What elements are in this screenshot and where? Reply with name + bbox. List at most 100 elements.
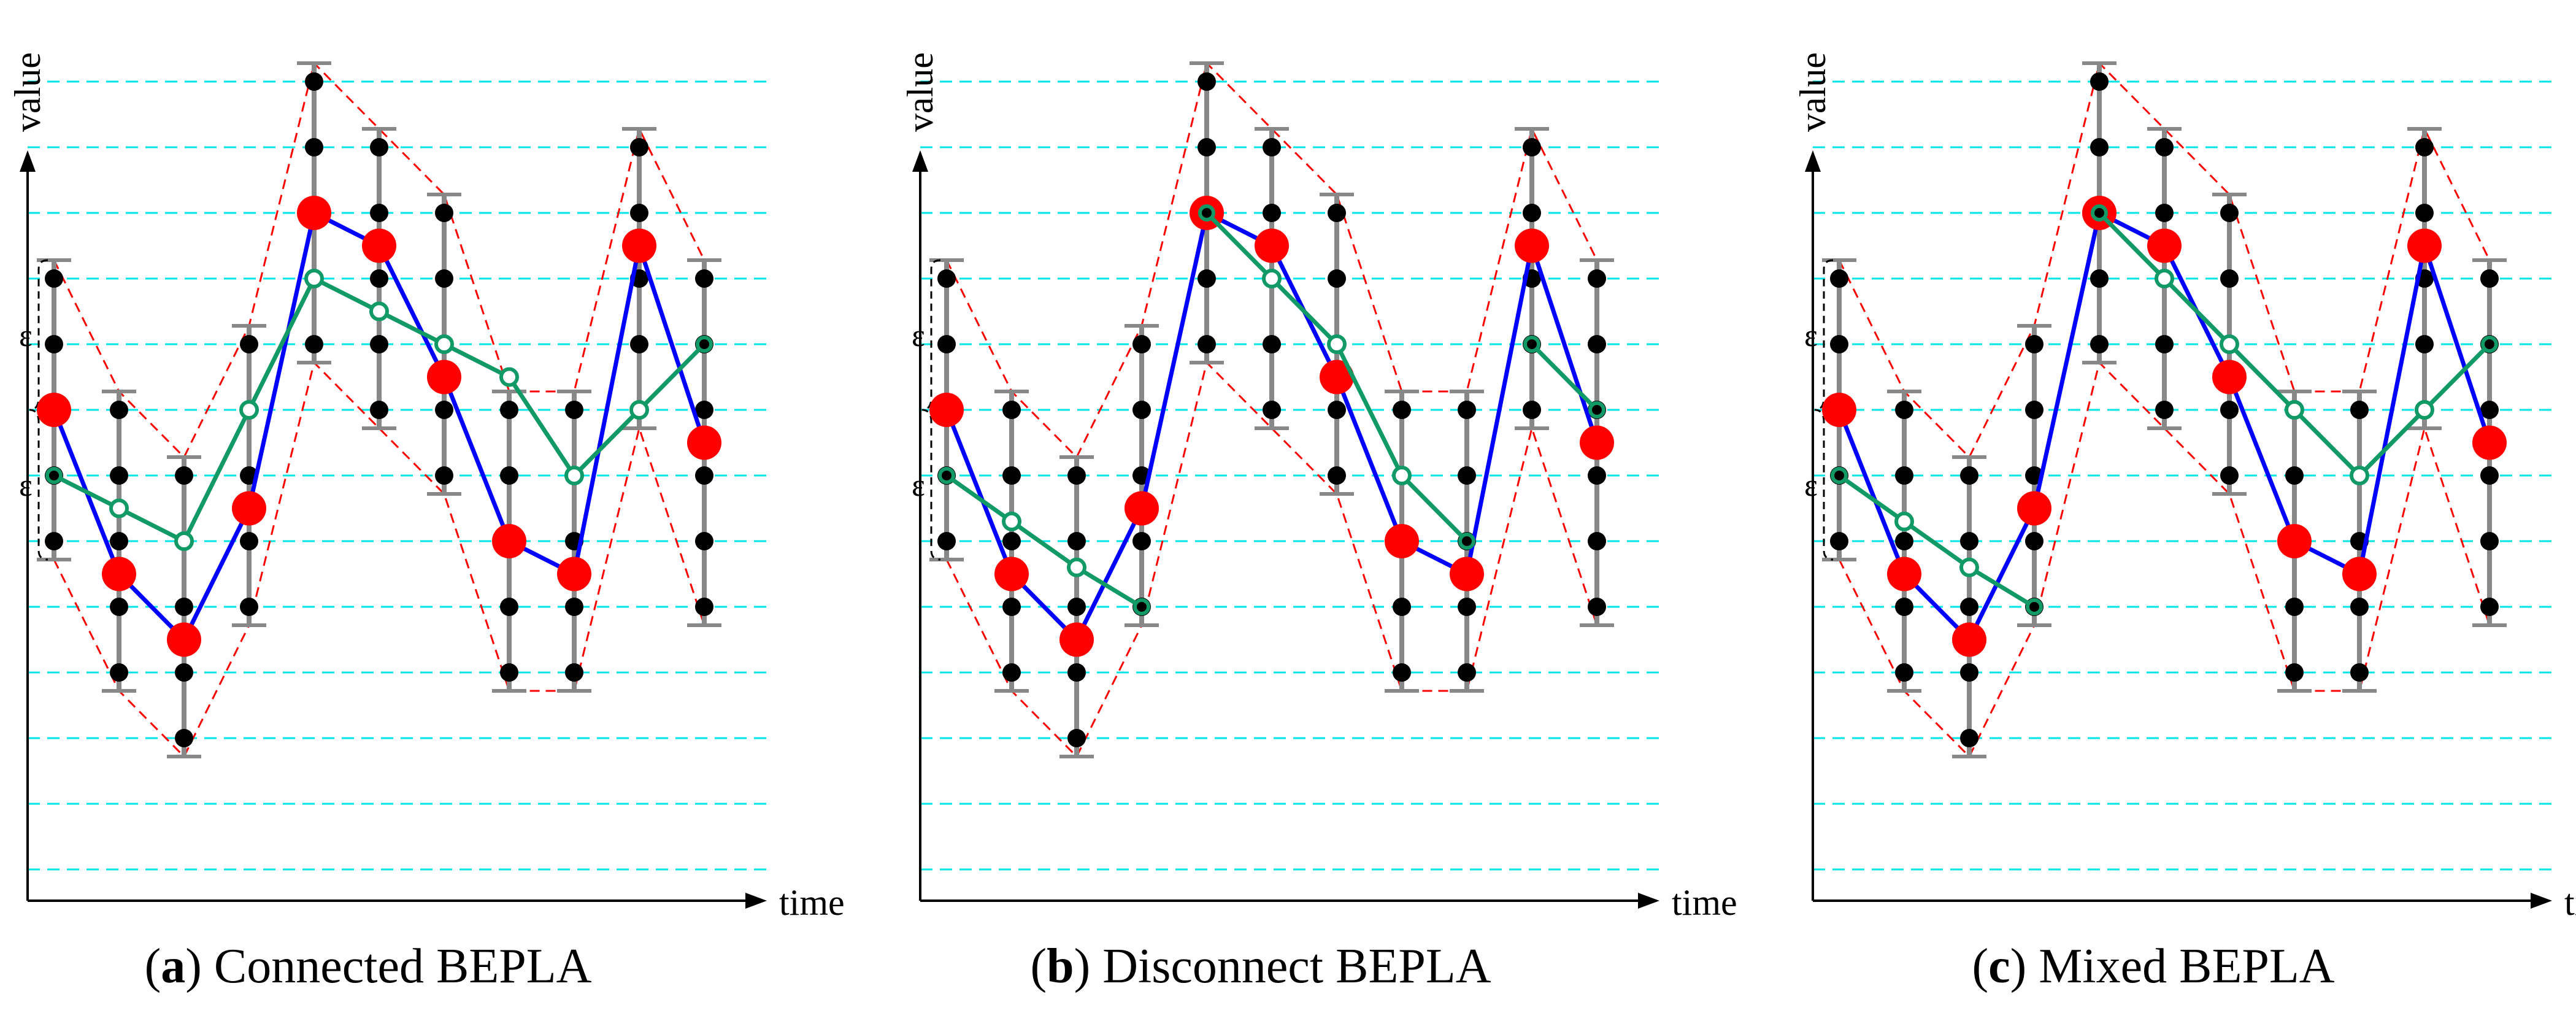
candidate-point	[110, 466, 128, 485]
candidate-point	[1588, 335, 1606, 353]
candidate-point	[2155, 335, 2174, 353]
approximation-point	[1392, 466, 1412, 485]
candidate-point	[500, 401, 518, 419]
candidate-point	[500, 466, 518, 485]
candidate-point	[305, 138, 323, 156]
candidate-point	[175, 729, 193, 747]
x-axis-label: time	[2564, 882, 2576, 923]
candidate-point	[1830, 532, 1848, 550]
original-data-point	[297, 196, 331, 230]
approximation-point	[629, 400, 649, 420]
candidate-point	[2220, 466, 2239, 485]
panel-connected-bepla: time value ε ε	[7, 52, 845, 923]
x-axis-arrow	[745, 893, 767, 909]
candidate-point	[45, 532, 63, 550]
candidate-point	[1523, 401, 1541, 419]
original-data-point	[2342, 557, 2377, 591]
candidate-point	[1458, 663, 1476, 682]
original-data-point	[102, 557, 136, 591]
panel-disconnect-bepla: time value ε ε	[900, 52, 1737, 923]
candidate-point	[1002, 532, 1021, 550]
original-data-point	[622, 228, 656, 263]
original-data-point	[687, 425, 721, 460]
original-data-point	[1255, 228, 1289, 263]
upper-bound-line	[53, 61, 706, 459]
candidate-point	[435, 269, 453, 288]
epsilon-label: ε	[19, 468, 33, 503]
approximation-endpoint	[1523, 336, 1540, 353]
original-data-point	[2017, 491, 2051, 526]
candidate-point	[370, 138, 388, 156]
candidate-point	[1588, 466, 1606, 485]
candidate-point	[110, 532, 128, 550]
approximation-point	[174, 531, 194, 551]
candidate-point	[1198, 335, 1216, 353]
x-axis-label: time	[1672, 882, 1737, 923]
upper-bound-line	[1838, 61, 2491, 459]
candidate-point	[1960, 598, 1978, 616]
candidate-point	[1895, 401, 1913, 419]
candidate-point	[1263, 401, 1281, 419]
candidate-point	[1328, 204, 1346, 222]
candidate-point	[175, 598, 193, 616]
candidate-point	[2155, 204, 2174, 222]
candidate-point	[695, 401, 713, 419]
candidate-point	[1198, 269, 1216, 288]
candidate-point	[370, 335, 388, 353]
original-data-point	[2472, 425, 2507, 460]
candidate-point	[1960, 663, 1978, 682]
candidate-point	[1002, 663, 1021, 682]
candidate-point	[2220, 204, 2239, 222]
candidate-point	[2480, 466, 2499, 485]
candidate-point	[1263, 204, 1281, 222]
candidate-point	[1830, 335, 1848, 353]
candidate-point	[1067, 663, 1086, 682]
approximation-segment	[1530, 342, 1599, 412]
candidate-point	[1960, 466, 1978, 485]
candidate-point	[565, 663, 583, 682]
candidate-point	[2285, 466, 2304, 485]
candidate-point	[240, 598, 258, 616]
approximation-endpoint	[1133, 598, 1150, 615]
approximation-endpoint	[1458, 533, 1475, 550]
approximation-point	[1959, 557, 1979, 577]
candidate-point	[1067, 532, 1086, 550]
candidate-point	[435, 204, 453, 222]
original-data-point	[427, 360, 461, 395]
caption-c: (c) Mixed BEPLA	[1972, 939, 2335, 993]
candidate-point	[2480, 269, 2499, 288]
candidate-point	[695, 532, 713, 550]
y-axis-arrow	[20, 150, 36, 172]
candidate-point	[305, 335, 323, 353]
approximation-endpoint	[2091, 204, 2108, 221]
candidate-point	[2480, 598, 2499, 616]
candidate-point	[1588, 598, 1606, 616]
candidate-point	[1002, 466, 1021, 485]
candidate-point	[1960, 532, 1978, 550]
approximation-point	[1327, 334, 1347, 354]
original-data-point	[1580, 425, 1614, 460]
candidate-point	[1263, 335, 1281, 353]
candidate-point	[1328, 401, 1346, 419]
original-data-point	[492, 524, 526, 558]
approximation-endpoint	[2481, 336, 2498, 353]
candidate-point	[2220, 269, 2239, 288]
candidate-point	[500, 663, 518, 682]
approximation-point	[499, 367, 519, 387]
candidate-point	[2025, 532, 2043, 550]
approximation-point	[1002, 511, 1021, 531]
candidate-point	[2285, 663, 2304, 682]
candidate-point	[937, 335, 956, 353]
original-data-point	[1822, 393, 1856, 427]
epsilon-label: ε	[1804, 318, 1818, 353]
candidate-point	[1523, 204, 1541, 222]
candidate-point	[1588, 269, 1606, 288]
candidate-point	[305, 72, 323, 91]
upper-bound-line	[945, 61, 1598, 459]
original-data-point	[1125, 491, 1159, 526]
approximation-point	[1067, 557, 1086, 577]
approximation-point	[239, 400, 259, 420]
candidate-point	[2285, 598, 2304, 616]
candidate-point	[2090, 138, 2109, 156]
candidate-point	[1588, 532, 1606, 550]
